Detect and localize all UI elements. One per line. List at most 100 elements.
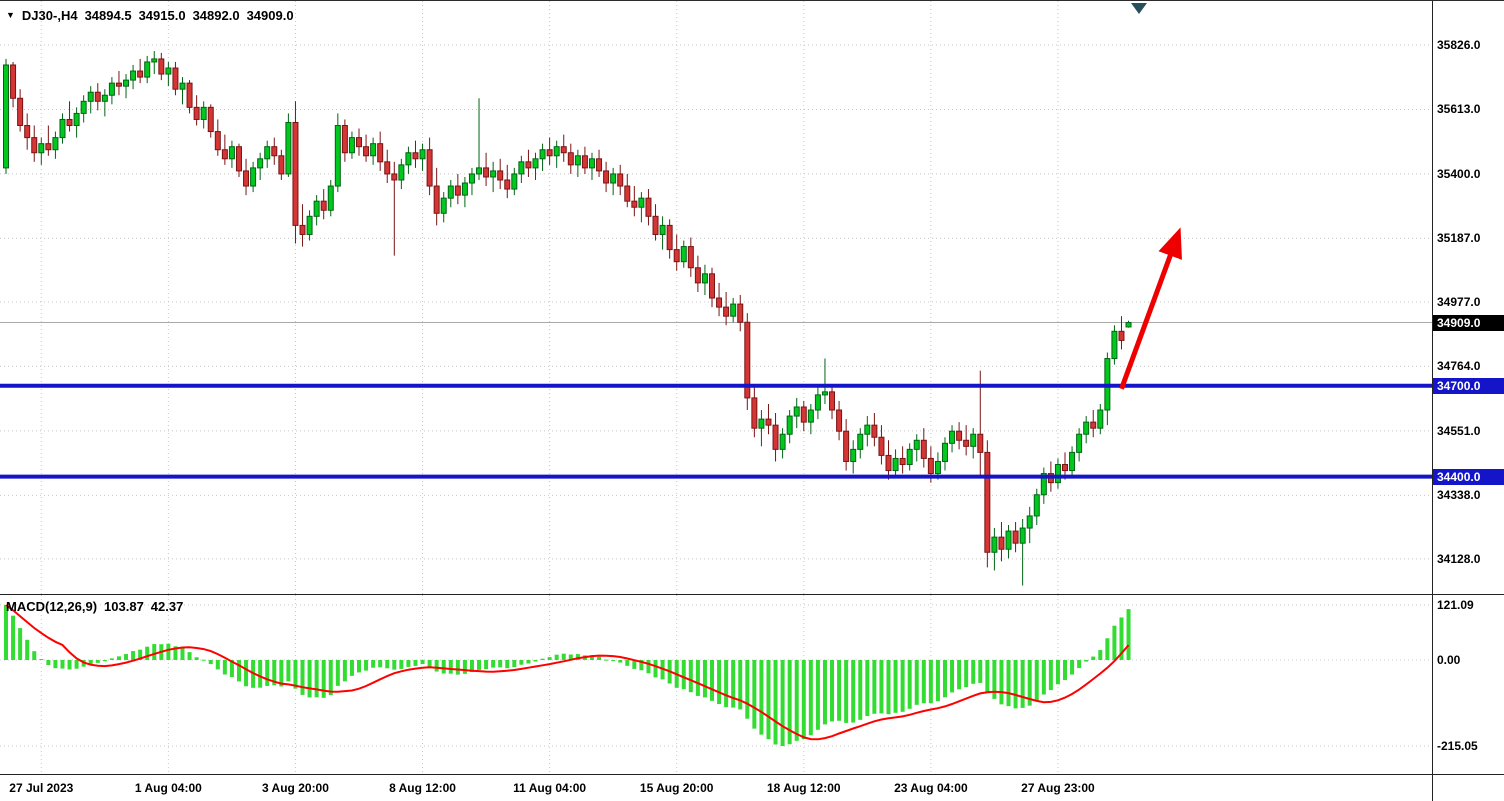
candle-body: [200, 106, 207, 120]
macd-histogram-bar: [1041, 660, 1046, 695]
macd-histogram-bar: [484, 660, 489, 670]
candle-body: [758, 418, 765, 429]
candle-body: [603, 170, 610, 184]
macd-histogram-bar: [307, 660, 312, 698]
macd-histogram-bar: [639, 660, 644, 671]
macd-histogram-bar: [801, 660, 806, 739]
ohlc-close: 34909.0: [246, 8, 294, 23]
macd-histogram-bar: [88, 660, 93, 664]
candle-body: [864, 424, 871, 435]
candle-body: [991, 536, 998, 553]
candle-body: [440, 197, 447, 214]
candle-body: [772, 424, 779, 450]
macd-histogram-bar: [102, 660, 107, 662]
macd-histogram-bar: [1119, 617, 1124, 660]
macd-histogram-bar: [265, 660, 270, 686]
candle-body: [426, 149, 433, 187]
macd-indicator-info: MACD(12,26,9) 103.87 42.37: [6, 599, 183, 614]
macd-histogram-bar: [618, 660, 623, 663]
macd-histogram-bar: [533, 660, 538, 662]
macd-histogram-bar: [1077, 660, 1082, 669]
candle-body: [645, 197, 652, 217]
candle-body: [694, 267, 701, 284]
symbol-dropdown-icon[interactable]: ▼: [6, 10, 15, 20]
macd-histogram-bar: [794, 660, 799, 741]
candle-body: [779, 433, 786, 450]
candle-body: [800, 406, 807, 423]
macd-histogram-bar: [1055, 660, 1060, 685]
candle-body: [313, 200, 320, 217]
macd-histogram-bar: [540, 658, 545, 660]
candle-body: [652, 215, 659, 235]
candle-body: [1083, 421, 1090, 435]
candle-body: [193, 106, 200, 120]
macd-panel-canvas[interactable]: [0, 595, 1432, 774]
macd-histogram-bar: [477, 660, 482, 670]
macd-histogram-bar: [978, 660, 983, 683]
candle-body: [716, 297, 723, 308]
candle-body: [243, 170, 250, 187]
candle-body: [560, 146, 567, 154]
candle-body: [285, 121, 292, 175]
candle-body: [228, 146, 235, 160]
price-chart-canvas[interactable]: [0, 1, 1432, 594]
macd-histogram-bar: [222, 660, 227, 675]
price-tick-label: 34977.0: [1437, 294, 1481, 309]
candle-body: [1076, 433, 1083, 453]
candle-body: [744, 321, 751, 399]
macd-histogram-bar: [201, 659, 206, 661]
candle-body: [998, 536, 1005, 550]
time-tick-label: 11 Aug 04:00: [513, 781, 587, 795]
macd-histogram-bar: [858, 660, 863, 720]
candle-body: [885, 454, 892, 472]
macd-histogram-bar: [561, 653, 566, 660]
candle-body: [934, 460, 941, 475]
candle-body: [730, 303, 737, 317]
candle-body: [843, 430, 850, 462]
candle-body: [73, 112, 80, 127]
price-axis-border: [1432, 1, 1433, 801]
candle-body: [130, 70, 137, 81]
candle-body: [59, 118, 66, 139]
macd-histogram-bar: [286, 660, 291, 682]
macd-histogram-bar: [279, 660, 284, 687]
candle-body: [235, 146, 242, 172]
macd-histogram-bar: [455, 660, 460, 675]
macd-histogram-bar: [872, 660, 877, 714]
candle-body: [631, 200, 638, 208]
macd-indicator-label: MACD(12,26,9): [6, 599, 98, 614]
candle-body: [497, 170, 504, 181]
macd-histogram-bar: [46, 660, 51, 666]
candle-body: [617, 173, 624, 187]
trend-arrow[interactable]: [1119, 227, 1182, 390]
macd-histogram-bar: [173, 646, 178, 660]
macd-histogram-bar: [893, 660, 898, 713]
candle-body: [539, 149, 546, 160]
price-tick-label: 35826.0: [1437, 38, 1481, 52]
macd-histogram-bar: [695, 660, 700, 696]
macd-histogram-bar: [950, 660, 955, 693]
macd-histogram-bar: [434, 660, 439, 672]
candle-body: [363, 146, 370, 157]
macd-histogram-bar: [236, 660, 241, 682]
macd-histogram-bar: [95, 660, 100, 663]
time-tick-label: 27 Aug 23:00: [1021, 781, 1095, 795]
candle-body: [370, 143, 377, 157]
macd-histogram-bar: [138, 649, 143, 660]
candle-body: [87, 91, 94, 102]
panel-separator[interactable]: [0, 594, 1504, 595]
candle-body: [906, 448, 913, 465]
macd-histogram-bar: [907, 660, 912, 709]
candle-body: [814, 394, 821, 411]
macd-histogram-bar: [688, 660, 693, 693]
candle-body: [1062, 463, 1068, 472]
candle-body: [278, 155, 285, 175]
chart-shift-marker-icon[interactable]: [1131, 3, 1147, 14]
macd-histogram-bar: [166, 643, 171, 660]
macd-histogram-bar: [815, 660, 820, 730]
candle-body: [433, 185, 440, 214]
macd-histogram-bar: [498, 660, 503, 668]
candle-body: [341, 125, 348, 154]
candle-body: [356, 137, 362, 148]
macd-histogram-bar: [547, 657, 552, 660]
